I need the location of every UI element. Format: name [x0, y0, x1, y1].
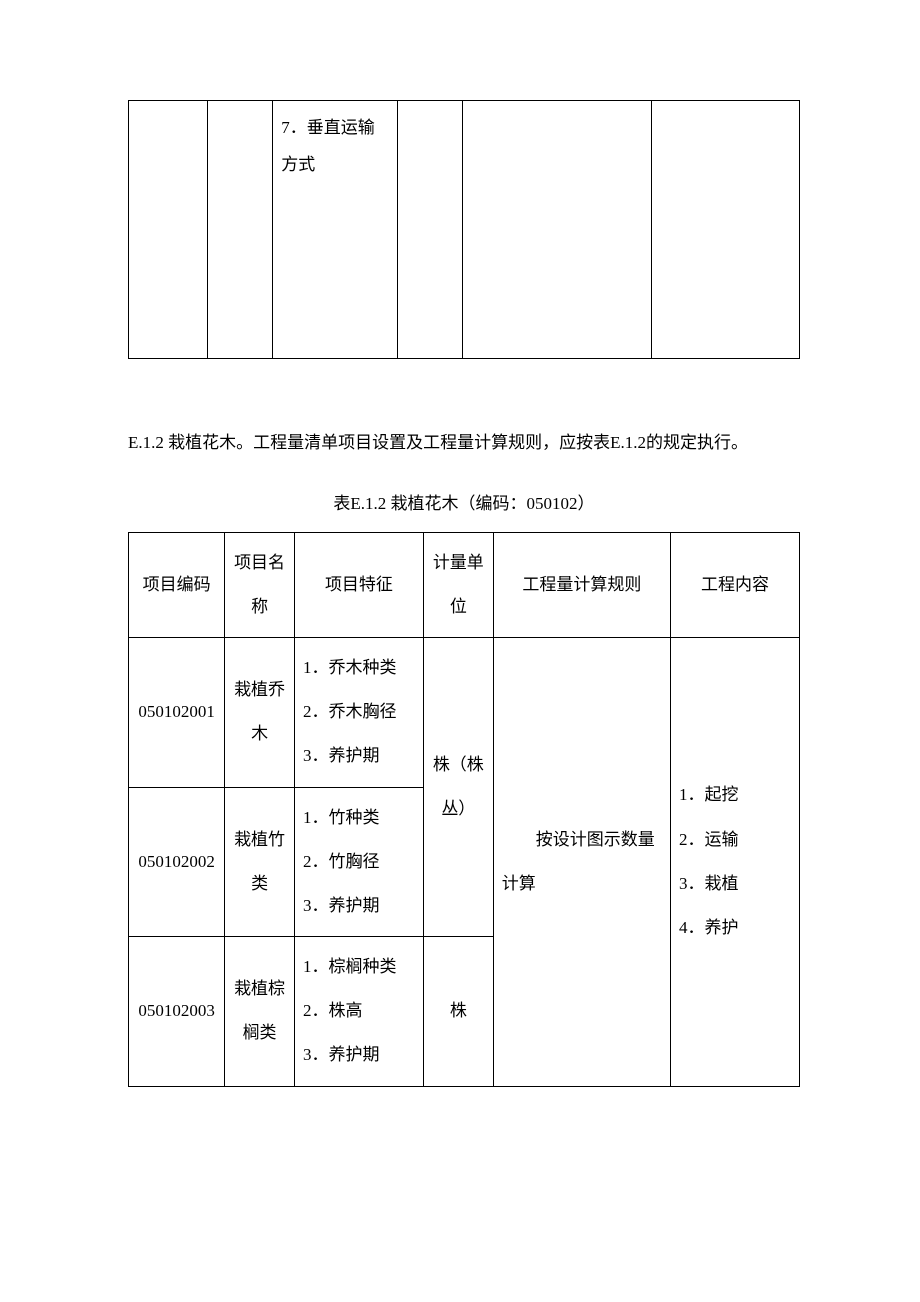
header-content: 工程内容: [671, 532, 800, 637]
cell-code: 050102003: [129, 937, 225, 1087]
cell-name: 栽植棕榈类: [225, 937, 295, 1087]
top-cell-5: [462, 101, 652, 359]
top-cell-3: 7．垂直运输方式: [273, 101, 397, 359]
cell-code: 050102001: [129, 637, 225, 787]
top-cell-2: [208, 101, 273, 359]
table-caption: 表E.1.2 栽植花木（编码：050102）: [128, 489, 800, 514]
top-cell-1: [129, 101, 208, 359]
cell-unit: 株（株丛）: [423, 637, 493, 936]
main-table: 项目编码 项目名称 项目特征 计量单位 工程量计算规则 工程内容 0501020…: [128, 532, 800, 1087]
cell-features: 1．竹种类 2．竹胸径 3．养护期: [294, 787, 423, 937]
section-paragraph: E.1.2 栽植花木。工程量清单项目设置及工程量计算规则，应按表E.1.2的规定…: [128, 419, 800, 467]
cell-code: 050102002: [129, 787, 225, 937]
cell-name: 栽植乔木: [225, 637, 295, 787]
top-cell-4: [397, 101, 462, 359]
header-code: 项目编码: [129, 532, 225, 637]
header-features: 项目特征: [294, 532, 423, 637]
header-unit: 计量单位: [423, 532, 493, 637]
top-partial-table: 7．垂直运输方式: [128, 100, 800, 359]
header-rule: 工程量计算规则: [493, 532, 670, 637]
header-name: 项目名称: [225, 532, 295, 637]
document-page: 7．垂直运输方式 E.1.2 栽植花木。工程量清单项目设置及工程量计算规则，应按…: [0, 0, 920, 1187]
cell-rule: 按设计图示数量计算: [493, 637, 670, 1086]
cell-unit: 株: [423, 937, 493, 1087]
table-header-row: 项目编码 项目名称 项目特征 计量单位 工程量计算规则 工程内容: [129, 532, 800, 637]
table-row: 050102001 栽植乔木 1．乔木种类 2．乔木胸径 3．养护期 株（株丛）…: [129, 637, 800, 787]
cell-features: 1．乔木种类 2．乔木胸径 3．养护期: [294, 637, 423, 787]
top-cell-6: [652, 101, 800, 359]
cell-content: 1．起挖 2．运输 3．栽植 4．养护: [671, 637, 800, 1086]
cell-name: 栽植竹类: [225, 787, 295, 937]
table-row: 7．垂直运输方式: [129, 101, 800, 359]
cell-features: 1．棕榈种类 2．株高 3．养护期: [294, 937, 423, 1087]
rule-text: 按设计图示数量计算: [502, 818, 662, 906]
